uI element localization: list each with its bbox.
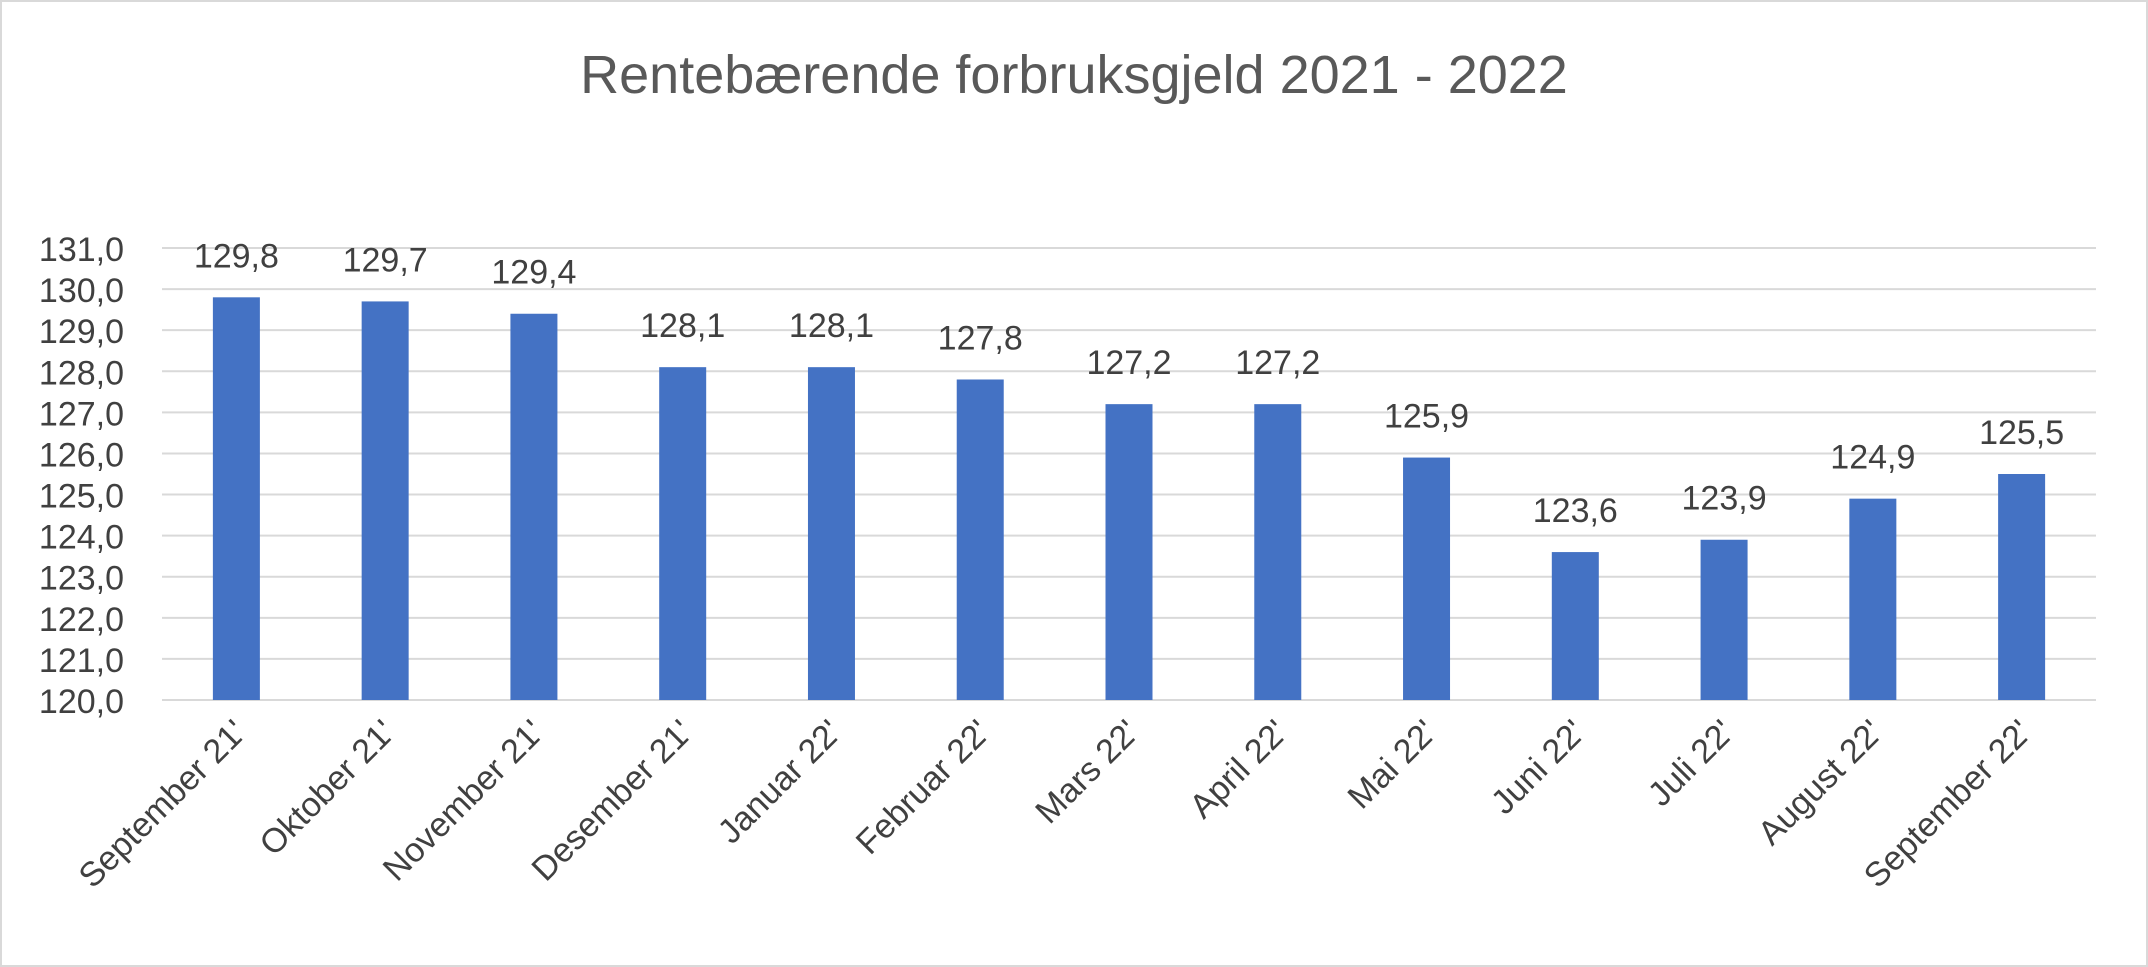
y-tick-label: 127,0 [39,395,124,433]
x-tick-label: Februar 22' [849,713,998,862]
bar [956,379,1004,700]
bar [1998,474,2046,700]
y-tick-label: 124,0 [39,519,124,557]
data-label: 129,7 [343,241,428,279]
y-tick-label: 121,0 [39,642,124,680]
y-tick-label: 128,0 [39,354,124,392]
data-label: 123,9 [1682,480,1767,518]
data-label: 123,6 [1533,492,1618,530]
x-tick-label: Oktober 21' [252,713,402,863]
x-tick-label: Januar 22' [711,713,849,851]
data-label: 129,8 [194,237,279,275]
bar [212,297,260,700]
data-label: 125,9 [1384,398,1469,436]
bar [1849,498,1897,700]
y-tick-label: 122,0 [39,601,124,639]
data-label: 127,8 [938,319,1023,357]
bar [1105,404,1153,700]
bar [1700,539,1748,700]
data-label: 128,1 [640,307,725,345]
x-tick-label: Mai 22' [1341,713,1445,817]
x-tick-label: September 21' [72,713,254,895]
y-tick-label: 129,0 [39,313,124,351]
data-label: 127,2 [1235,344,1320,382]
chart-title: Rentebærende forbruksgjeld 2021 - 2022 [580,45,1568,105]
gridlines [162,247,2096,701]
bar [1254,404,1302,700]
data-label: 124,9 [1830,439,1915,477]
x-tick-label: April 22' [1182,713,1295,826]
y-tick-label: 123,0 [39,560,124,598]
x-axis-ticks: September 21'Oktober 21'November 21'Dese… [72,713,2040,895]
data-label: 128,1 [789,307,874,345]
y-tick-label: 125,0 [39,478,124,516]
data-labels: 129,8 129,7 129,4 128,1 128,1 127,8 127,2 127,2… [194,237,2064,530]
y-tick-label: 126,0 [39,436,124,474]
data-label: 127,2 [1086,344,1171,382]
x-tick-label: Juni 22' [1484,713,1593,822]
x-tick-label: August 22' [1751,713,1891,853]
bar [659,367,707,700]
bar [510,313,558,700]
data-label: 125,5 [1979,414,2064,452]
bars [212,297,2046,700]
y-tick-label: 130,0 [39,272,124,310]
y-tick-label: 131,0 [39,231,124,269]
bar [807,367,855,700]
data-label: 129,4 [491,254,576,292]
x-tick-label: Juli 22' [1641,713,1742,814]
bar [361,301,409,700]
y-tick-label: 120,0 [39,683,124,721]
bar [1403,457,1451,700]
bar [1551,552,1599,700]
x-tick-label: Mars 22' [1028,713,1146,831]
